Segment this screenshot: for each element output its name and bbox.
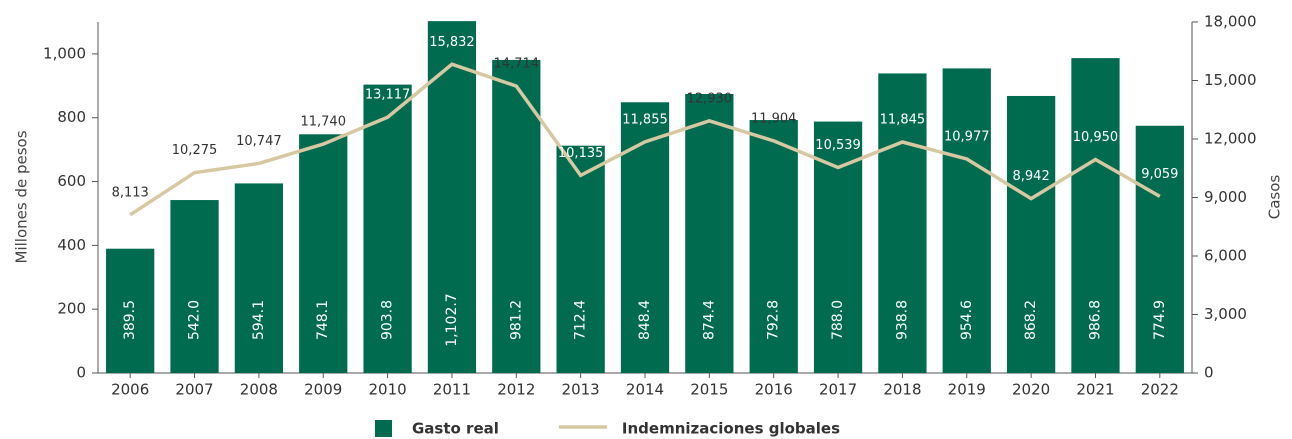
x-tick-label: 2019: [948, 381, 986, 399]
line-value-label: 11,855: [622, 112, 668, 127]
legend-swatch: [375, 420, 392, 437]
bar: [170, 200, 219, 373]
x-tick-label: 2020: [1012, 381, 1050, 399]
legend-label: Gasto real: [412, 420, 499, 438]
x-tick-label: 2012: [497, 381, 535, 399]
y2-tick-label: 15,000: [1204, 71, 1257, 89]
bar-value-label: 874.4: [701, 300, 717, 340]
line-value-label: 11,904: [751, 111, 797, 126]
x-tick-label: 2021: [1076, 381, 1114, 399]
x-tick-label: 2013: [562, 381, 600, 399]
y-tick-label: 0: [76, 364, 86, 382]
x-tick-label: 2010: [368, 381, 406, 399]
y2-tick-label: 3,000: [1204, 305, 1247, 323]
y-tick-label: 400: [57, 236, 86, 254]
line-value-label: 10,275: [172, 143, 218, 158]
x-tick-label: 2016: [755, 381, 793, 399]
legend-label: Indemnizaciones globales: [622, 420, 840, 438]
y-tick-label: 1,000: [43, 44, 86, 62]
x-tick-label: 2015: [690, 381, 728, 399]
bar: [813, 121, 863, 373]
bar-value-label: 792.8: [766, 300, 782, 340]
line-value-label: 14,714: [494, 57, 540, 72]
y-tick-label: 200: [57, 300, 86, 318]
bar: [492, 59, 541, 374]
bar: [620, 102, 670, 374]
bar: [749, 120, 798, 374]
bar-value-label: 903.8: [380, 300, 396, 340]
bar-value-label: 594.1: [251, 300, 267, 340]
y2-tick-label: 0: [1204, 364, 1214, 382]
x-tick-label: 2008: [240, 381, 278, 399]
line-value-label: 10,135: [558, 146, 604, 161]
bar-value-label: 774.9: [1152, 300, 1168, 340]
y2-tick-label: 9,000: [1204, 188, 1247, 206]
bar-value-label: 748.1: [315, 300, 331, 340]
y-tick-label: 800: [57, 108, 86, 126]
bar-value-label: 1,102.7: [444, 293, 460, 346]
bar-value-label: 389.5: [122, 300, 138, 340]
bar: [106, 248, 155, 373]
bar: [942, 68, 991, 374]
bar: [427, 21, 477, 373]
bar: [1071, 58, 1120, 373]
line-value-label: 8,113: [112, 185, 149, 200]
bar: [1135, 125, 1184, 374]
y-tick-label: 600: [57, 172, 86, 190]
y-axis-label: Millones de pesos: [13, 130, 31, 263]
bar: [363, 84, 412, 373]
line-value-label: 9,059: [1141, 167, 1178, 182]
line-value-label: 10,950: [1073, 130, 1119, 145]
line-value-label: 8,942: [1013, 169, 1050, 184]
x-tick-label: 2011: [433, 381, 471, 399]
x-tick-label: 2017: [819, 381, 857, 399]
x-tick-label: 2014: [626, 381, 664, 399]
bar-value-label: 986.8: [1087, 300, 1103, 340]
bar-value-label: 954.6: [959, 300, 975, 340]
x-tick-label: 2009: [304, 381, 342, 399]
line-value-label: 15,832: [429, 35, 475, 50]
y2-tick-label: 18,000: [1204, 13, 1257, 31]
x-tick-label: 2007: [175, 381, 213, 399]
line-value-label: 10,747: [236, 134, 282, 149]
bar-value-label: 788.0: [830, 300, 846, 340]
line-value-label: 10,977: [944, 129, 990, 144]
line-value-label: 12,930: [687, 91, 733, 106]
bar: [299, 134, 348, 373]
line-value-label: 13,117: [365, 88, 411, 103]
line-value-label: 11,740: [300, 115, 346, 130]
bar-value-label: 981.2: [508, 300, 524, 340]
bar-value-label: 712.4: [573, 300, 589, 340]
bar-value-label: 938.8: [894, 300, 910, 340]
bar: [685, 93, 734, 373]
line-value-label: 10,539: [815, 138, 861, 153]
bar-value-label: 542.0: [187, 300, 203, 340]
line-value-label: 11,845: [880, 113, 926, 128]
line: [129, 62, 1161, 217]
y2-axis-label: Casos: [1266, 175, 1284, 220]
x-tick-label: 2006: [111, 381, 149, 399]
y2-tick-label: 12,000: [1204, 130, 1257, 148]
y2-tick-label: 6,000: [1204, 247, 1247, 265]
bar-value-label: 848.4: [637, 300, 653, 340]
bar: [234, 183, 284, 373]
x-tick-label: 2022: [1141, 381, 1179, 399]
bar: [1006, 95, 1056, 373]
bar: [556, 145, 605, 373]
x-tick-label: 2018: [883, 381, 921, 399]
bar-value-label: 868.2: [1023, 300, 1039, 340]
bar: [878, 73, 927, 374]
